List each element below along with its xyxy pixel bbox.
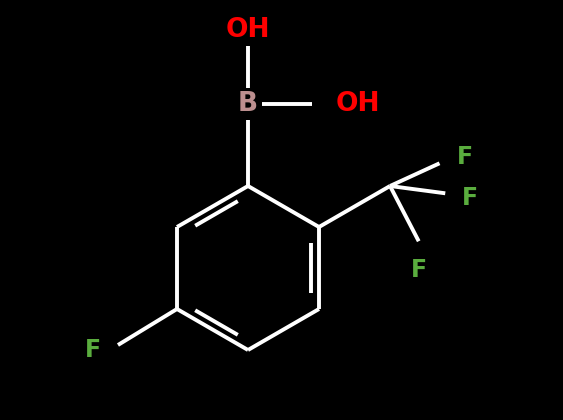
Text: B: B (238, 91, 258, 117)
Text: F: F (85, 338, 101, 362)
Text: F: F (410, 258, 427, 282)
Text: F: F (462, 186, 479, 210)
Text: OH: OH (336, 91, 381, 117)
Text: F: F (457, 145, 473, 169)
Text: OH: OH (226, 17, 270, 43)
